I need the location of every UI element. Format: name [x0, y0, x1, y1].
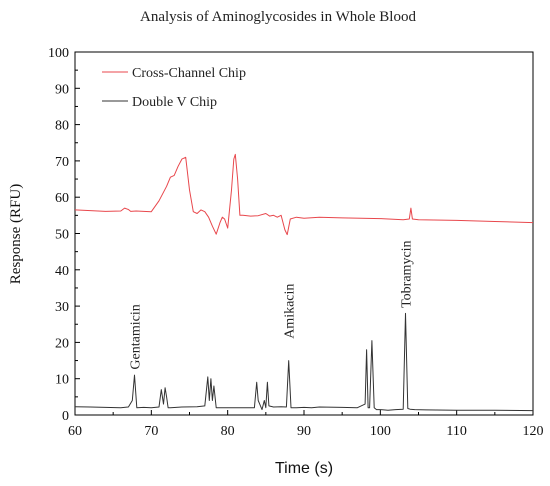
x-tick-label: 70 — [144, 424, 158, 439]
legend-label-cross-channel: Cross-Channel Chip — [132, 66, 246, 81]
y-tick-label: 0 — [62, 409, 69, 424]
x-tick-label: 80 — [221, 424, 235, 439]
x-axis-label: Time (s) — [275, 460, 333, 477]
x-tick-label: 100 — [370, 424, 391, 439]
x-tick-label: 60 — [68, 424, 82, 439]
y-axis-label: Response (RFU) — [8, 184, 24, 284]
y-tick-label: 70 — [55, 155, 69, 170]
peak-annotation-label: Tobramycin — [400, 240, 415, 307]
y-tick-label: 100 — [48, 46, 69, 61]
x-axis: 60 70 80 90 100 110 120 — [68, 410, 544, 439]
y-tick-label: 10 — [55, 373, 69, 388]
peak-annotation-label: Amikacin — [283, 284, 298, 339]
y-tick-label: 90 — [55, 82, 69, 97]
series-line-double-v — [74, 312, 534, 412]
y-tick-label: 80 — [55, 119, 69, 134]
y-tick-label: 40 — [55, 264, 69, 279]
peak-annotation-label: Gentamicin — [129, 304, 144, 369]
x-tick-label: 90 — [297, 424, 311, 439]
series-line-cross-channel — [74, 153, 534, 236]
y-tick-label: 30 — [55, 300, 69, 315]
annotation-layer: Gentamicin Amikacin Tobramycin — [129, 240, 415, 369]
x-tick-label: 110 — [446, 424, 466, 439]
y-tick-label: 50 — [55, 228, 69, 243]
chart-title: Analysis of Aminoglycosides in Whole Blo… — [140, 9, 416, 25]
x-tick-label: 120 — [523, 424, 544, 439]
series-layer — [74, 153, 534, 412]
y-tick-label: 20 — [55, 336, 69, 351]
legend: Cross-Channel Chip Double V Chip — [102, 66, 246, 110]
y-axis: 0 10 20 30 40 50 60 70 80 90 100 — [48, 46, 80, 424]
y-tick-label: 60 — [55, 191, 69, 206]
legend-label-double-v: Double V Chip — [132, 95, 217, 110]
